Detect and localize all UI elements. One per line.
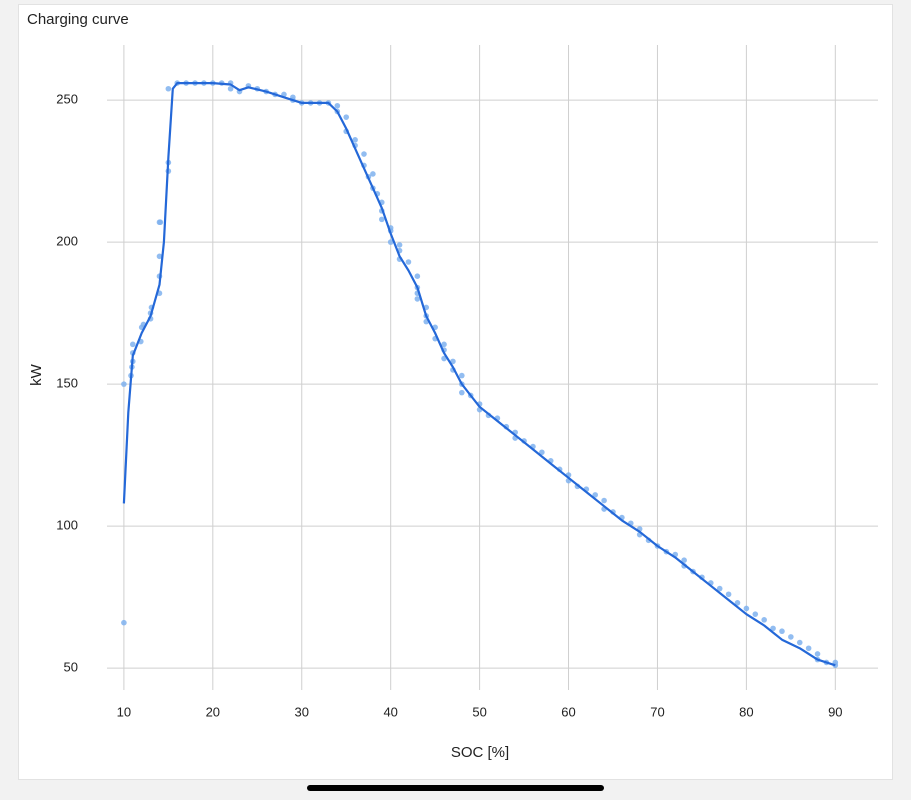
data-point bbox=[387, 239, 394, 245]
data-point bbox=[227, 85, 234, 92]
home-indicator bbox=[307, 785, 604, 791]
x-tick-label: 90 bbox=[828, 704, 842, 719]
data-point bbox=[814, 651, 821, 657]
data-point bbox=[414, 296, 421, 302]
x-tick-label: 50 bbox=[472, 704, 486, 719]
data-point bbox=[716, 585, 723, 592]
data-point bbox=[396, 242, 403, 248]
fit-line bbox=[122, 82, 836, 667]
data-point bbox=[539, 449, 545, 456]
data-point bbox=[601, 497, 607, 504]
data-point bbox=[796, 639, 803, 646]
y-tick-label: 100 bbox=[56, 518, 78, 533]
data-point bbox=[121, 619, 127, 626]
data-point bbox=[165, 85, 172, 92]
data-point bbox=[405, 259, 412, 265]
data-point bbox=[681, 557, 687, 564]
chart-title: Charging curve bbox=[27, 11, 129, 28]
data-point bbox=[779, 628, 785, 635]
chart-card bbox=[18, 4, 893, 780]
data-point bbox=[334, 102, 341, 109]
data-point bbox=[129, 341, 136, 348]
data-point bbox=[121, 381, 127, 387]
data-point bbox=[592, 492, 599, 498]
data-point bbox=[450, 358, 456, 365]
y-axis-label: kW bbox=[28, 363, 45, 386]
x-tick-label: 30 bbox=[295, 704, 309, 719]
data-point bbox=[459, 389, 465, 396]
data-point bbox=[414, 273, 421, 279]
data-point bbox=[761, 617, 767, 623]
data-point bbox=[752, 611, 759, 617]
data-point bbox=[156, 253, 163, 260]
data-point bbox=[343, 114, 350, 120]
x-axis-label: SOC [%] bbox=[451, 744, 509, 761]
data-point bbox=[352, 137, 358, 143]
data-point bbox=[361, 151, 367, 157]
x-tick-label: 80 bbox=[739, 704, 753, 719]
data-point bbox=[725, 591, 732, 598]
data-point bbox=[441, 341, 447, 348]
data-point bbox=[157, 219, 164, 226]
data-point bbox=[805, 645, 812, 652]
data-point bbox=[734, 600, 741, 606]
x-tick-label: 40 bbox=[383, 704, 397, 719]
x-tick-label: 60 bbox=[561, 704, 575, 719]
y-tick-label: 200 bbox=[56, 234, 78, 249]
data-point bbox=[370, 171, 376, 177]
data-point bbox=[378, 216, 385, 223]
y-tick-label: 50 bbox=[64, 660, 78, 675]
data-point bbox=[459, 372, 465, 379]
y-tick-label: 250 bbox=[56, 92, 78, 107]
x-tick-label: 10 bbox=[117, 704, 131, 719]
x-tick-label: 70 bbox=[650, 704, 664, 719]
data-point bbox=[743, 605, 750, 612]
x-tick-label: 20 bbox=[206, 704, 220, 719]
y-tick-label: 150 bbox=[56, 376, 78, 391]
data-point bbox=[770, 625, 776, 632]
data-point bbox=[788, 634, 794, 640]
